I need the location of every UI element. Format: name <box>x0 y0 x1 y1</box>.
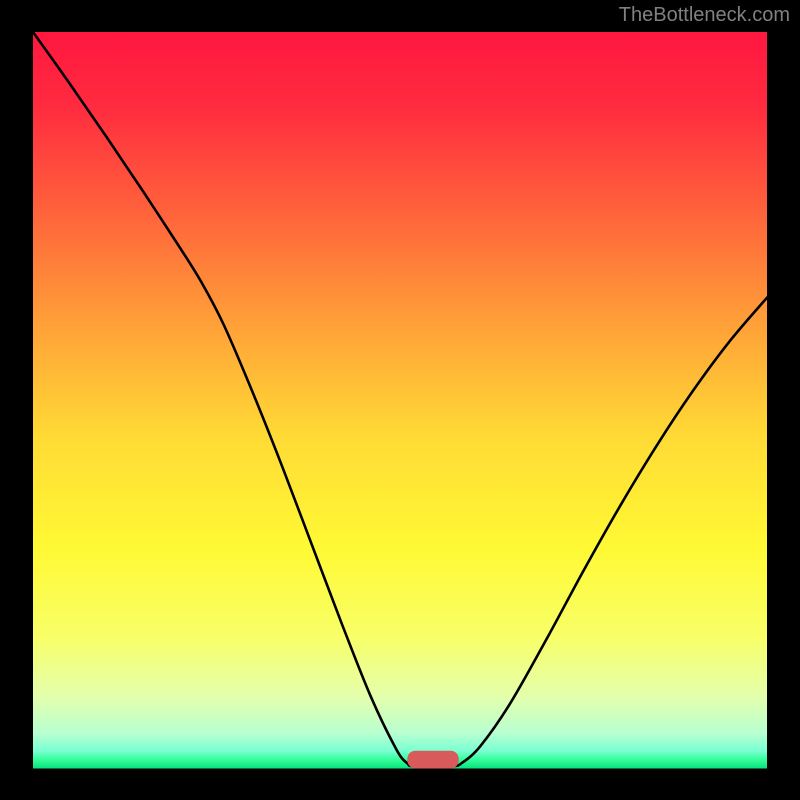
plot-area <box>33 32 767 770</box>
gradient-background <box>33 32 767 770</box>
optimal-marker <box>407 751 458 769</box>
chart-canvas: TheBottleneck.com <box>0 0 800 800</box>
attribution-text: TheBottleneck.com <box>619 4 790 27</box>
